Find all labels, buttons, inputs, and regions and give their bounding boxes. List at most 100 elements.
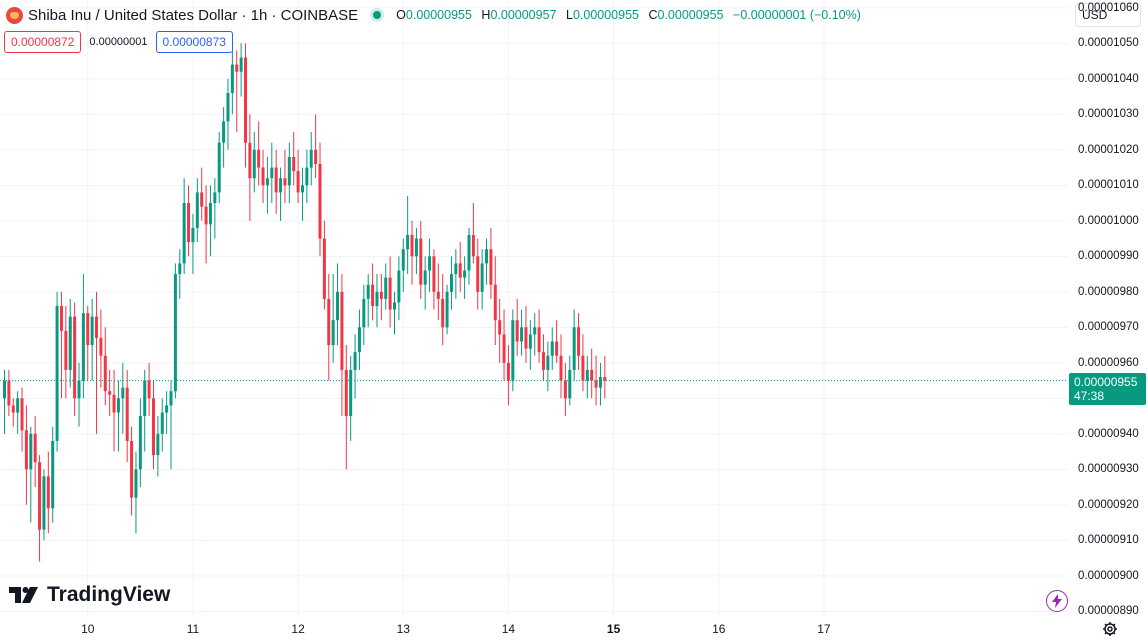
gear-icon[interactable] <box>1102 621 1118 637</box>
live-status-icon <box>370 8 385 22</box>
candle-body <box>581 355 585 381</box>
candle-body <box>428 256 432 271</box>
candle-body <box>436 291 440 299</box>
spread-value: 0.00000001 <box>89 36 148 48</box>
shiba-coin-icon[interactable] <box>6 6 23 24</box>
candle-body <box>537 327 541 353</box>
ohlc-open-value: 0.00000955 <box>405 8 472 22</box>
candle-body <box>406 235 410 250</box>
candle-body <box>371 284 375 307</box>
lightning-icon[interactable] <box>1046 590 1068 612</box>
candle-body <box>138 416 142 470</box>
candle-body <box>493 284 497 321</box>
candle-body <box>296 171 300 193</box>
candle-body <box>541 352 545 370</box>
candle-body <box>410 235 414 257</box>
ohlc-low-value: 0.00000955 <box>572 8 639 22</box>
candle-body <box>568 369 572 399</box>
candle-body <box>195 192 199 228</box>
candle-body <box>397 270 401 303</box>
candle-body <box>309 149 313 168</box>
candle-body <box>270 167 274 179</box>
y-tick-label: 0.00000910 <box>1078 534 1139 547</box>
candle-body <box>327 298 331 346</box>
candle-body <box>125 387 129 441</box>
candle-body <box>362 298 366 328</box>
y-tick-label: 0.00001020 <box>1078 143 1139 156</box>
chart-plot-area[interactable] <box>0 0 1068 617</box>
candle-body <box>147 380 151 399</box>
candle-body <box>331 320 335 346</box>
y-tick-label: 0.00000930 <box>1078 463 1139 476</box>
candle-body <box>226 93 230 122</box>
candle-body <box>230 64 234 94</box>
candle-body <box>498 320 502 335</box>
candle-body <box>121 387 125 399</box>
ohlc-low-key: L <box>565 8 573 22</box>
y-tick-label: 0.00001030 <box>1078 108 1139 121</box>
candle-body <box>314 149 318 165</box>
y-tick-label: 0.00000990 <box>1078 250 1139 263</box>
candle-body <box>336 291 340 321</box>
ohlc-change: −0.00000001 (−0.10%) <box>733 8 861 22</box>
candle-body <box>353 352 357 370</box>
candle-body <box>90 316 94 346</box>
candle-body <box>506 362 510 381</box>
candle-body <box>134 469 138 498</box>
y-tick-label: 0.00000920 <box>1078 498 1139 511</box>
time-axis[interactable]: 10 11 12 13 14 15 16 17 <box>0 617 1068 641</box>
buy-button[interactable]: 0.00000873 <box>155 31 233 53</box>
candle-body <box>546 355 550 370</box>
candle-body <box>305 167 309 186</box>
symbol-title[interactable]: Shiba Inu / United States Dollar · 1h · … <box>28 6 359 24</box>
candle-body <box>51 440 55 509</box>
candle-body <box>550 341 554 356</box>
candle-body <box>156 433 160 456</box>
candle-body <box>379 291 383 299</box>
candle-body <box>520 327 524 342</box>
y-tick-label: 0.00001040 <box>1078 72 1139 85</box>
price-axis[interactable]: 0.00001060 0.00001050 0.00001040 0.00001030… <box>1068 0 1148 618</box>
candle-body <box>423 270 427 285</box>
candle-body <box>572 327 576 370</box>
last-price-label: 0.00000955 47:38 <box>1069 372 1146 405</box>
sell-button[interactable]: 0.00000872 <box>4 31 82 53</box>
ohlc-values: O0.00000955 H0.00000957 L0.00000955 C0.0… <box>396 8 867 22</box>
candle-body <box>357 327 361 353</box>
candle-body <box>585 369 589 381</box>
candle-body <box>471 235 475 257</box>
candle-body <box>73 316 77 399</box>
candle-body <box>257 149 261 168</box>
tradingview-logo-icon <box>9 587 38 603</box>
candle-body <box>414 238 418 257</box>
candle-body <box>349 369 353 417</box>
candle-body <box>441 298 445 328</box>
y-tick-label: 0.00000940 <box>1078 427 1139 440</box>
candle-body <box>42 476 46 530</box>
currency-selector[interactable]: USD <box>1075 3 1141 27</box>
candle-body <box>603 377 607 381</box>
candle-body <box>511 320 515 381</box>
candle-body <box>375 291 379 307</box>
candle-body <box>318 164 322 239</box>
y-tick-label: 0.00001050 <box>1078 37 1139 50</box>
candle-body <box>533 327 537 335</box>
candlestick-chart[interactable] <box>0 0 1068 617</box>
candle-body <box>16 398 20 413</box>
candle-body <box>445 291 449 328</box>
tradingview-logo[interactable]: TradingView <box>9 583 170 607</box>
candle-body <box>169 391 173 406</box>
candle-body <box>577 327 581 356</box>
x-tick-label: 11 <box>186 622 200 636</box>
candle-body <box>204 206 208 225</box>
candle-body <box>86 313 90 346</box>
candle-body <box>239 57 243 72</box>
candle-body <box>244 57 248 143</box>
candle-body <box>344 369 348 417</box>
candle-body <box>20 398 24 431</box>
x-tick-label: 16 <box>712 622 726 636</box>
candle-body <box>112 394 116 413</box>
candle-body <box>463 270 467 278</box>
candle-body <box>322 238 326 299</box>
candle-body <box>274 167 278 193</box>
